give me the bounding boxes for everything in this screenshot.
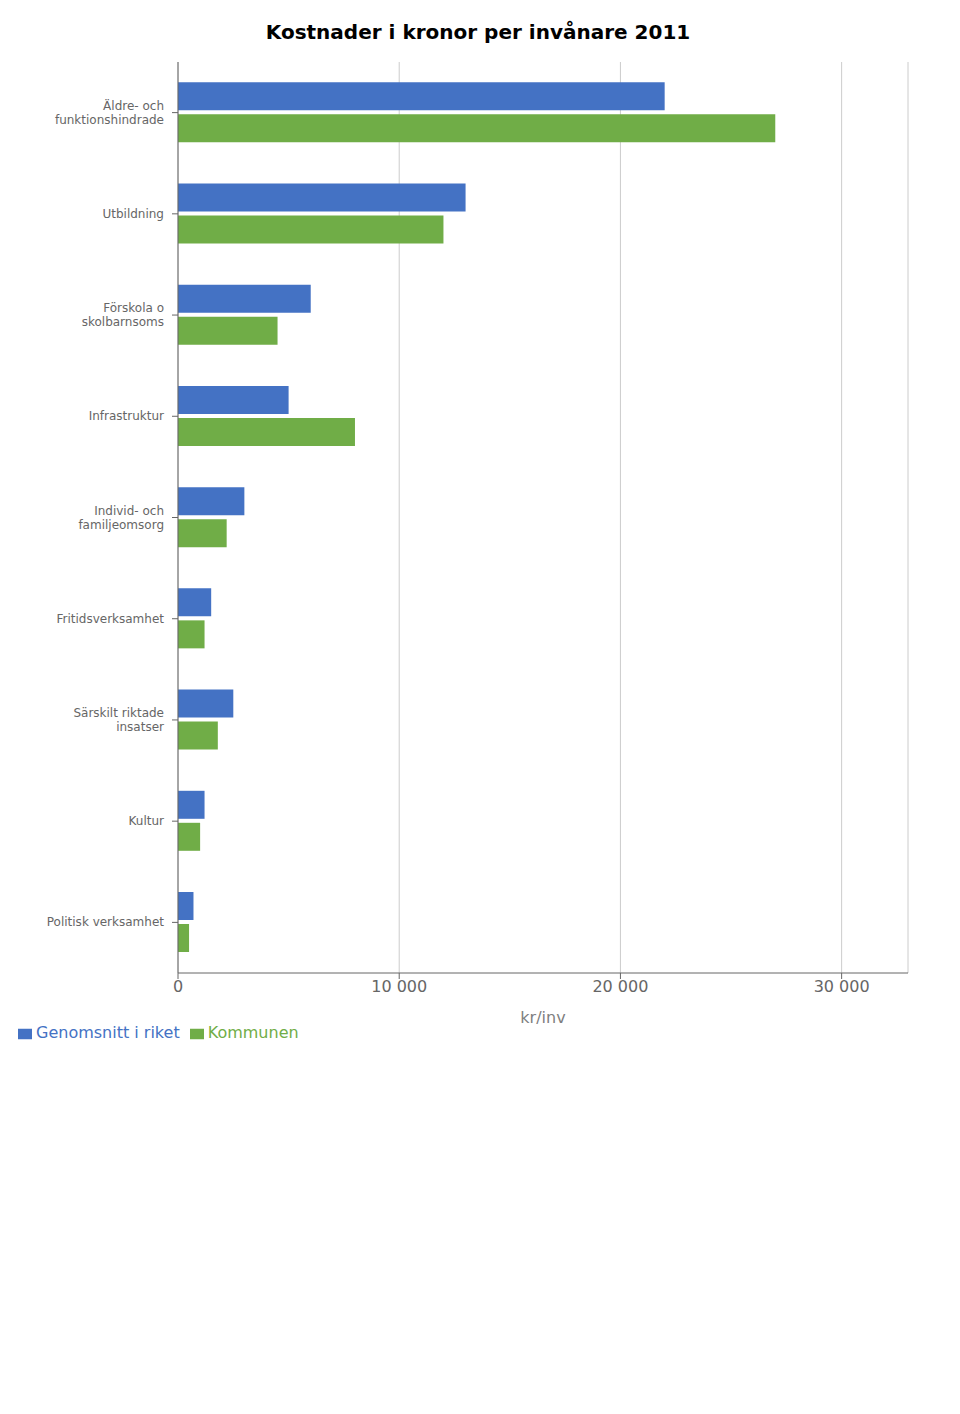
svg-text:Förskola oskolbarnsoms: Förskola oskolbarnsoms [82, 301, 164, 329]
svg-text:Infrastruktur: Infrastruktur [89, 409, 164, 423]
svg-text:kr/inv: kr/inv [520, 1008, 565, 1027]
svg-text:Politisk verksamhet: Politisk verksamhet [47, 915, 165, 929]
svg-text:Särskilt riktadeinsatser: Särskilt riktadeinsatser [73, 705, 164, 733]
html-text:Kommunen: Kommunen [207, 1023, 299, 1042]
svg-text:10 000: 10 000 [371, 977, 427, 996]
svg-text:20 000: 20 000 [592, 977, 648, 996]
svg-text:Äldre- ochfunktionshindrade: Äldre- ochfunktionshindrade [55, 97, 164, 126]
svg-text:Utbildning: Utbildning [102, 206, 164, 220]
html-text:Kostnader i kronor per invånar: Kostnader i kronor per invånare 2011 [265, 20, 691, 44]
html-text:Genomsnitt i riket: Genomsnitt i riket [36, 1023, 180, 1042]
svg-text:0: 0 [173, 977, 183, 996]
svg-text:Individ- ochfamiljeomsorg: Individ- ochfamiljeomsorg [78, 503, 164, 531]
svg-text:Kultur: Kultur [129, 814, 165, 828]
svg-text:Fritidsverksamhet: Fritidsverksamhet [56, 611, 164, 625]
svg-text:30 000: 30 000 [814, 977, 870, 996]
